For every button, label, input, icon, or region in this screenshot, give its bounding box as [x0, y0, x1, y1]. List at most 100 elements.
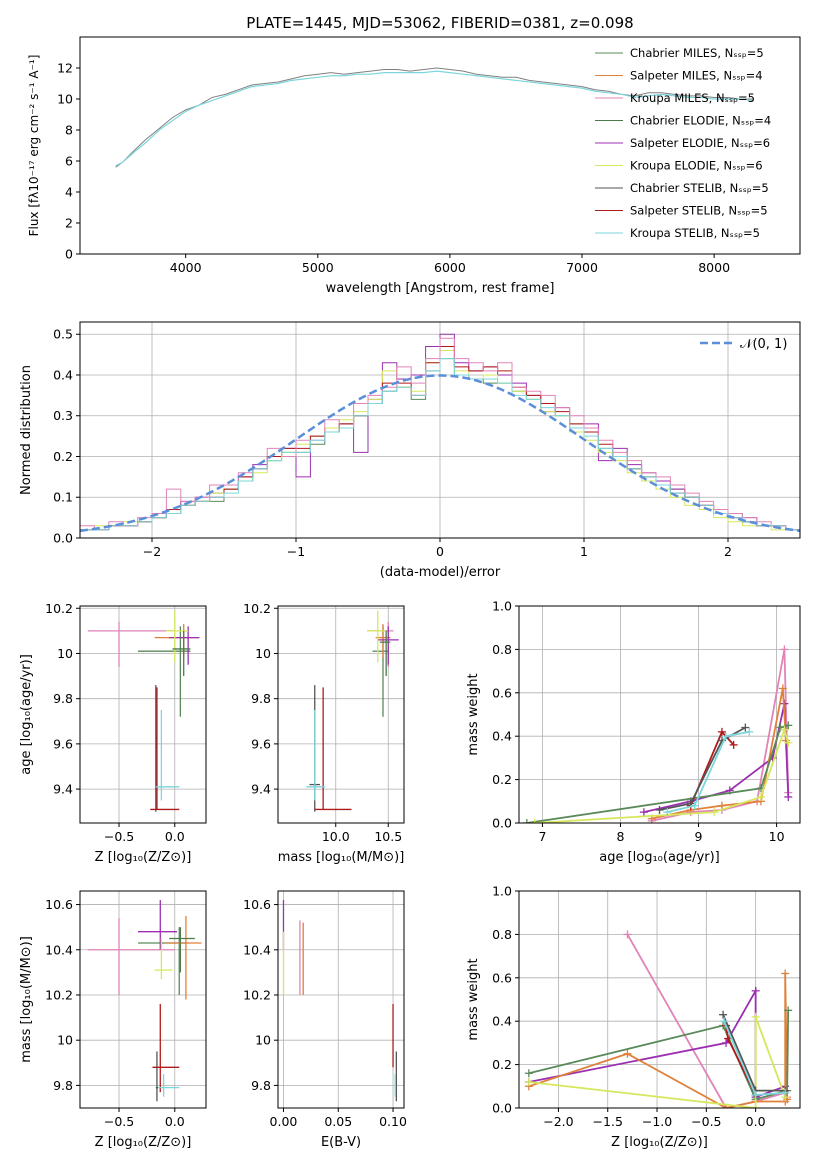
y-tick-label: 4	[65, 185, 73, 200]
y-tick-label: 10.2	[45, 601, 73, 616]
y-tick-label: 0.2	[53, 449, 73, 464]
y-tick-label: 6	[65, 154, 73, 169]
x-tick-label: −2	[143, 544, 161, 559]
y-tick-label: 0.6	[492, 970, 512, 985]
x-tick-label: 10.0	[322, 829, 350, 844]
x-tick-label: 5000	[302, 260, 334, 275]
y-tick-label: 0.0	[492, 816, 512, 831]
y-axis-label: mass weight	[466, 958, 481, 1040]
x-tick-label: 0.05	[324, 1114, 352, 1129]
x-tick-label: 2	[724, 544, 732, 559]
chart-age-vs-mass: 10.0 10.5 9.4 9.6 9.8 10 10.2 mass [log₁₀(M/M⊙)…	[243, 601, 405, 865]
x-tick-label: 0.0	[746, 1114, 766, 1129]
y-tick-label: 10.4	[243, 942, 271, 957]
plot-area	[87, 900, 202, 1102]
y-tick-label: 0.0	[492, 1101, 512, 1116]
y-tick-label: 0.4	[492, 1014, 512, 1029]
y-tick-label: 1.0	[492, 599, 512, 614]
x-axis-label: mass [log₁₀(M/M⊙)]	[278, 850, 405, 865]
y-tick-label: 9.6	[251, 736, 271, 751]
series-line	[667, 730, 750, 814]
x-tick-label: −0.5	[104, 1114, 134, 1129]
y-tick-label: 10.2	[243, 987, 271, 1002]
legend-label: 𝒩(0, 1)	[740, 337, 787, 352]
y-axis-label: age [log₁₀(age/yr)]	[19, 654, 34, 775]
y-tick-label: 0.5	[53, 327, 73, 342]
x-axis-label: Z [log₁₀(Z/Z⊙)]	[95, 1135, 192, 1150]
y-tick-label: 10	[57, 1033, 73, 1048]
x-axis-label: (data-model)/error	[380, 565, 501, 580]
plot-area	[115, 67, 754, 168]
x-tick-label: −0.5	[104, 829, 134, 844]
y-tick-label: 10.2	[243, 601, 271, 616]
axes-frame	[79, 605, 207, 824]
axes-frame	[79, 36, 801, 255]
plot-area	[282, 900, 397, 1102]
legend-label: Salpeter ELODIE, Nₛₛₚ=6	[630, 136, 770, 150]
y-tick-label: 2	[65, 216, 73, 231]
x-tick-label: 0	[436, 544, 444, 559]
x-tick-label: −1.5	[593, 1114, 623, 1129]
legend-label: Kroupa STELIB, Nₛₛₚ=5	[630, 226, 760, 240]
legend-label: Chabrier ELODIE, Nₛₛₚ=4	[630, 114, 771, 128]
y-tick-label: 10	[57, 92, 73, 107]
y-axis-label: mass [log₁₀(M/M⊙)]	[19, 936, 34, 1063]
x-tick-label: 8000	[698, 260, 730, 275]
plot-area	[80, 333, 800, 533]
x-tick-label: 6000	[434, 260, 466, 275]
y-tick-label: 0	[65, 247, 73, 262]
legend-label: Salpeter STELIB, Nₛₛₚ=5	[630, 204, 768, 218]
y-tick-label: 0.2	[492, 772, 512, 787]
series-line	[528, 1016, 787, 1108]
y-axis-label: mass weight	[466, 673, 481, 755]
y-tick-label: 0.3	[53, 408, 73, 423]
x-tick-label: 7000	[566, 260, 598, 275]
plot-area	[87, 610, 200, 812]
x-tick-label: 1	[580, 544, 588, 559]
y-tick-label: 9.4	[251, 782, 271, 797]
y-tick-label: 0.2	[492, 1057, 512, 1072]
plot-area	[522, 645, 793, 823]
y-tick-label: 0.0	[53, 531, 73, 546]
x-axis-label: E(B-V)	[321, 1135, 361, 1150]
x-tick-label: −1.0	[642, 1114, 672, 1129]
legend-label: Chabrier STELIB, Nₛₛₚ=5	[630, 181, 769, 195]
legend-label: Kroupa MILES, Nₛₛₚ=5	[630, 91, 755, 105]
x-tick-label: 9	[695, 829, 703, 844]
chart-spectrum: Chabrier MILES, Nₛₛₚ=5 Salpeter MILES, Nₛ…	[27, 36, 801, 296]
legend-label: Chabrier MILES, Nₛₛₚ=5	[630, 46, 764, 60]
y-tick-label: 1.0	[492, 884, 512, 899]
y-tick-label: 10.4	[45, 942, 73, 957]
figure-title: PLATE=1445, MJD=53062, FIBERID=0381, z=0…	[246, 14, 633, 32]
axes-frame	[79, 890, 207, 1109]
y-tick-label: 0.8	[492, 642, 512, 657]
x-tick-label: 4000	[170, 260, 202, 275]
chart-mass-vs-EBV: 0.00 0.05 0.10 9.8 10 10.2 10.4 10.6 E(B-V)	[243, 890, 407, 1150]
x-axis-label: age [log₁₀(age/yr)]	[599, 850, 720, 865]
y-axis-label: Normed distribution	[19, 365, 34, 495]
normal-curve	[80, 374, 800, 533]
y-tick-label: 8	[65, 123, 73, 138]
y-tick-label: 9.8	[251, 1078, 271, 1093]
plot-area	[306, 610, 399, 812]
series-line	[115, 70, 754, 167]
chart-mass-vs-Z: −0.5 0.0 9.8 10 10.2 10.4 10.6 Z [log₁₀(Z/Z⊙)] m…	[19, 890, 207, 1150]
legend-label: Kroupa ELODIE, Nₛₛₚ=6	[630, 159, 763, 173]
y-tick-label: 9.6	[53, 736, 73, 751]
x-tick-label: 0.0	[165, 1114, 185, 1129]
y-tick-label: 10	[255, 646, 271, 661]
y-tick-label: 10.2	[45, 987, 73, 1002]
x-tick-label: 0.00	[270, 1114, 298, 1129]
x-tick-label: 10.5	[374, 829, 402, 844]
axes-frame	[518, 890, 801, 1109]
histogram-step	[80, 358, 800, 531]
y-tick-label: 10.6	[45, 897, 73, 912]
legend-label: Salpeter MILES, Nₛₛₚ=4	[630, 69, 763, 83]
x-tick-label: 0.0	[165, 829, 185, 844]
y-tick-label: 10.6	[243, 897, 271, 912]
x-tick-label: 8	[616, 829, 624, 844]
x-tick-label: −1	[287, 544, 305, 559]
chart-mass-weight-vs-Z: −2.0 −1.5 −1.0 −0.5 0.0 0.0 0.2 0.4 0.6 0.8 1.0 Z […	[466, 884, 801, 1150]
y-tick-label: 9.8	[53, 691, 73, 706]
